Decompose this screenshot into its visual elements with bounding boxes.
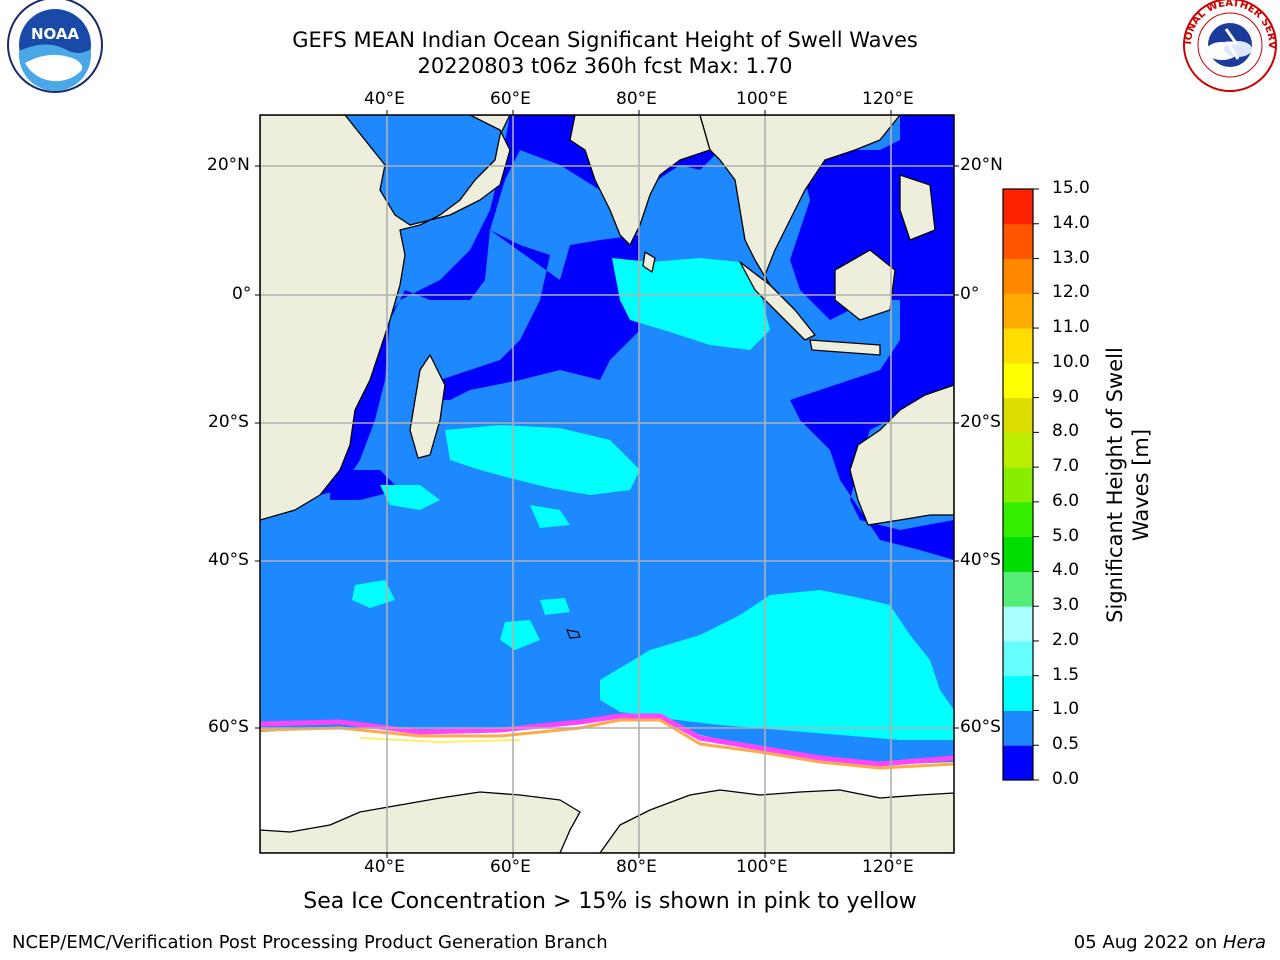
colorbar-segment xyxy=(1003,223,1033,260)
colorbar-segment xyxy=(1003,675,1033,711)
high-swell-regions xyxy=(352,258,954,740)
colorbar-segment xyxy=(1003,710,1033,746)
colorbar-segment xyxy=(1003,640,1033,677)
colorbar-tick-label: 2.0 xyxy=(1052,629,1080,650)
credit-date: 05 Aug 2022 on Hera xyxy=(1074,932,1266,953)
madagascar xyxy=(409,354,446,459)
colorbar-segment xyxy=(1003,432,1033,468)
lat-label-left-20n: 20°N xyxy=(207,155,250,175)
borneo xyxy=(834,249,896,321)
lat-label-right-40s: 40°S xyxy=(960,550,1001,570)
chart-title: GEFS MEAN Indian Ocean Significant Heigh… xyxy=(292,28,918,52)
colorbar-tick-label: 14.0 xyxy=(1052,212,1090,233)
lat-label-left-20s: 20°S xyxy=(208,412,249,432)
colorbar-tick-label: 0.0 xyxy=(1052,769,1080,789)
kerguelen-island xyxy=(566,629,581,639)
colorbar-tick-label: 12.0 xyxy=(1052,282,1090,303)
noaa-logo-text: NOAA xyxy=(31,25,80,43)
lon-label-bottom-80e: 80°E xyxy=(616,857,657,877)
map-tick-marks xyxy=(255,110,959,858)
lat-label-left-40s: 40°S xyxy=(208,550,249,570)
colorbar-segment xyxy=(1003,362,1033,399)
colorbar-segment xyxy=(1003,467,1033,503)
colorbar-tick-label: 6.0 xyxy=(1052,490,1080,511)
lat-label-right-20n: 20°N xyxy=(960,155,1003,175)
australia xyxy=(849,384,954,526)
colorbar-tick-label: 15.0 xyxy=(1052,178,1090,198)
colorbar-tick-label: 1.0 xyxy=(1052,699,1080,720)
colorbar-label: Significant Height of Swell Waves [m] xyxy=(1103,347,1153,623)
map-frame xyxy=(259,114,955,854)
colorbar-segment xyxy=(1003,258,1033,294)
lat-label-left-60s: 60°S xyxy=(208,717,249,737)
lat-label-left-0: 0° xyxy=(232,284,252,304)
colorbar-segment xyxy=(1003,571,1033,607)
map-area xyxy=(260,115,954,853)
colorbar-segment xyxy=(1003,501,1033,538)
lat-label-right-0: 0° xyxy=(960,284,980,304)
lon-label-top-40e: 40°E xyxy=(364,89,405,109)
colorbar-tick-label: 10.0 xyxy=(1052,351,1090,372)
colorbar-segment xyxy=(1003,536,1033,572)
africa-landmass xyxy=(260,115,511,521)
colorbar-tick-label: 0.5 xyxy=(1052,734,1080,755)
colorbar-tick-label: 7.0 xyxy=(1052,456,1080,477)
colorbar-tick-label: 4.0 xyxy=(1052,560,1080,581)
credit-machine: Hera xyxy=(1222,932,1266,953)
lat-label-right-20s: 20°S xyxy=(960,412,1001,432)
colorbar-tick-label: 8.0 xyxy=(1052,421,1080,442)
graticule xyxy=(260,115,954,853)
colorbar-tick-label: 3.0 xyxy=(1052,595,1080,616)
colorbar-tick-label: 5.0 xyxy=(1052,525,1080,546)
colorbar-tick-label: 9.0 xyxy=(1052,386,1080,407)
lon-label-bottom-40e: 40°E xyxy=(364,857,405,877)
colorbar xyxy=(1003,188,1039,781)
credit-organization: NCEP/EMC/Verification Post Processing Pr… xyxy=(12,932,608,953)
antarctica-east xyxy=(599,789,954,853)
colorbar-segment xyxy=(1003,745,1033,781)
lon-label-bottom-100e: 100°E xyxy=(736,857,788,877)
colorbar-segment xyxy=(1003,328,1033,364)
lon-label-top-100e: 100°E xyxy=(736,89,788,109)
chart-subtitle: 20220803 t06z 360h fcst Max: 1.70 xyxy=(417,54,793,78)
credit-date-text: 05 Aug 2022 on xyxy=(1073,932,1223,953)
colorbar-segment xyxy=(1003,606,1033,642)
land-masses xyxy=(260,115,954,853)
colorbar-tick-label: 1.5 xyxy=(1052,664,1080,685)
antarctica xyxy=(260,791,581,853)
colorbar-segment xyxy=(1003,397,1033,433)
lon-label-top-60e: 60°E xyxy=(490,89,531,109)
colorbar-tick-label: 11.0 xyxy=(1052,317,1090,338)
lon-label-top-80e: 80°E xyxy=(616,89,657,109)
sea-ice-footnote: Sea Ice Concentration > 15% is shown in … xyxy=(303,889,917,914)
india xyxy=(569,115,711,246)
colorbar-frame xyxy=(1002,188,1034,781)
lon-label-bottom-60e: 60°E xyxy=(490,857,531,877)
nws-logo: NATIONAL WEATHER SERVICE xyxy=(1183,0,1277,92)
colorbar-tick-label: 13.0 xyxy=(1052,247,1090,268)
lat-label-right-60s: 60°S xyxy=(960,717,1001,737)
colorbar-segment xyxy=(1003,189,1033,225)
lon-label-bottom-120e: 120°E xyxy=(862,857,914,877)
noaa-logo: NOAA xyxy=(7,0,103,93)
lon-label-top-120e: 120°E xyxy=(862,89,914,109)
sumatra xyxy=(739,261,816,341)
colorbar-segment xyxy=(1003,293,1033,329)
